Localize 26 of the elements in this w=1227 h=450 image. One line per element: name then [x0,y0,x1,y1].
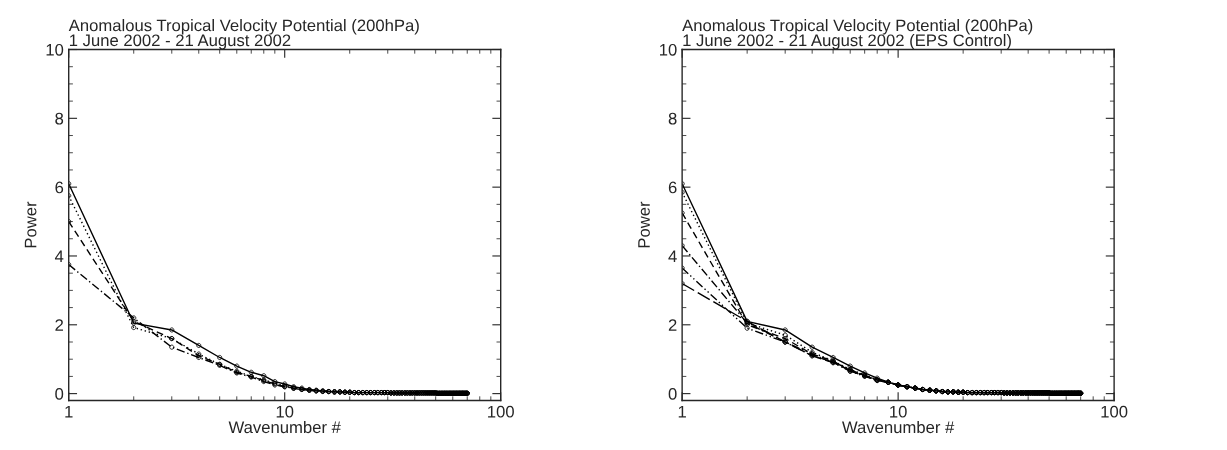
y-tick-label: 0 [55,388,64,400]
y-tick-label: 2 [668,319,677,331]
y-tick-label: 4 [668,250,677,263]
y-tick-label: 4 [54,250,64,263]
y-tick-label: 8 [55,112,64,125]
y-tick-label: 6 [55,181,64,194]
x-tick-label: 10 [890,405,907,418]
chart-subtitle: 1 June 2002 - 21 August 2002 [69,34,291,50]
y-axis-title: Power [638,201,650,248]
x-tick-label: 100 [1101,405,1128,418]
chart-title: Anomalous Tropical Velocity Potential (200hPa) [682,19,1033,35]
y-tick-label: 2 [55,319,64,331]
chart-title: Anomalous Tropical Velocity Potential (200hPa) [68,19,419,35]
y-tick-label: 0 [668,388,677,400]
y-tick-label: 10 [660,43,677,56]
x-tick-label: 10 [276,405,294,418]
y-tick-label: 10 [46,43,64,56]
x-tick-label: 1 [678,405,686,418]
x-tick-label: 100 [488,405,514,418]
x-axis-title: Wavenumber # [228,420,341,434]
chart-subtitle: 1 June 2002 - 21 August 2002 (EPS Control) [683,33,1011,50]
x-tick-label: 1 [65,405,73,418]
y-axis-title: Power [24,201,37,248]
y-tick-label: 6 [668,181,677,194]
x-axis-title: Wavenumber # [842,420,955,434]
y-tick-label: 8 [668,112,677,125]
